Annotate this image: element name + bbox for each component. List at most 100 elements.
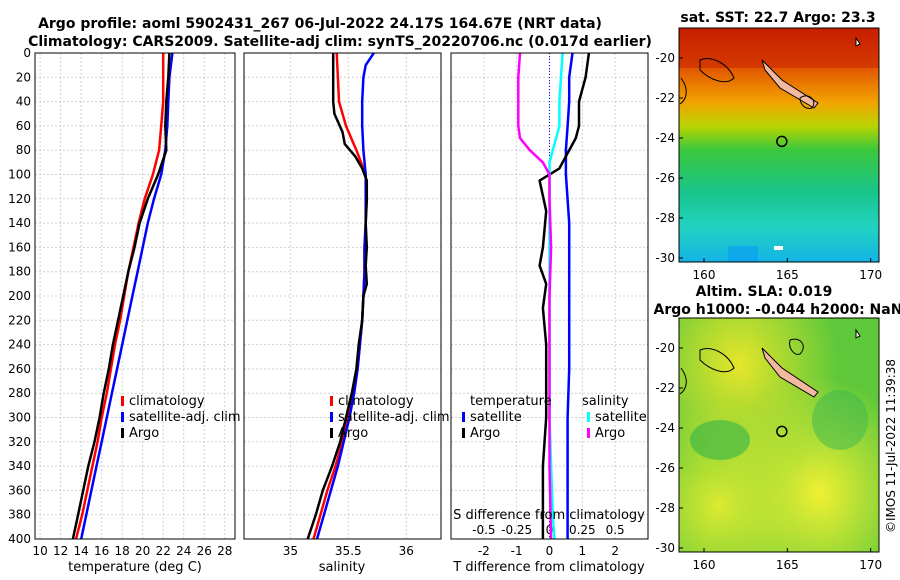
top-x-tick-label: 0.5	[606, 523, 625, 537]
map-x-tick-label: 165	[776, 268, 799, 282]
legend-label-satellite: satellite-adj. clim	[129, 410, 241, 425]
legend-label-satellite: satellite-adj. clim	[338, 410, 450, 425]
series-line	[564, 52, 574, 539]
map-frame	[678, 317, 880, 553]
series-line	[517, 52, 553, 540]
depth-tick-label: 80	[16, 143, 31, 157]
map-y-tick-label: -26	[655, 461, 675, 475]
sla-map-title-2: Argo h1000: -0.044 h2000: NaN	[654, 302, 900, 318]
sla-map-axes: 160 165 170 -20 -22 -24 -26 -28 -30	[655, 317, 882, 572]
depth-tick-label: 100	[8, 168, 31, 182]
map-frame	[678, 27, 880, 263]
legend-label-s-satellite: satellite	[595, 410, 647, 425]
salinity-panel: 35 35.5 36	[243, 52, 442, 558]
sdiff-xlabel: S difference from climatology	[453, 508, 645, 523]
sla-map-field	[679, 318, 879, 552]
map-y-tick-label: -30	[655, 251, 675, 265]
map-y-tick-label: -28	[655, 501, 675, 515]
salinity-legend: climatology satellite-adj. clim Argo	[330, 394, 450, 441]
legend-swatch-s-argo	[587, 428, 590, 438]
map-x-tick-label: 170	[859, 558, 882, 572]
legend-label-climatology: climatology	[129, 394, 205, 409]
depth-axis: 0 20 40 60 80 100 120 140 160 180 200 220 240 260 280 3…	[8, 46, 31, 546]
legend-swatch-t-satellite	[462, 412, 465, 422]
plot-frame	[243, 52, 442, 540]
temperature-legend: climatology satellite-adj. clim Argo	[121, 394, 241, 441]
sst-map-title: sat. SST: 22.7 Argo: 23.3	[680, 10, 875, 26]
x-tick-label: 1	[579, 544, 587, 558]
salinity-xlabel: salinity	[319, 560, 366, 575]
depth-tick-label: 60	[16, 119, 31, 133]
tdiff-xlabel: T difference from climatology	[452, 560, 645, 575]
depth-tick-label: 240	[8, 338, 31, 352]
series-line	[306, 53, 369, 540]
legend-swatch-t-argo	[462, 428, 465, 438]
plot-frame	[450, 52, 649, 540]
depth-tick-label: 180	[8, 265, 31, 279]
x-tick-label: 12	[53, 544, 68, 558]
legend-swatch-s-satellite	[587, 412, 590, 422]
legend-header-salinity: salinity	[582, 394, 629, 409]
map-y-tick-label: -26	[655, 171, 675, 185]
series-line	[315, 52, 375, 540]
x-tick-label: 28	[217, 544, 232, 558]
legend-label-argo: Argo	[129, 426, 159, 441]
x-tick-label: 35.5	[335, 544, 362, 558]
x-tick-label: 14	[74, 544, 89, 558]
map-y-tick-label: -24	[655, 131, 675, 145]
series-line	[71, 52, 171, 540]
depth-tick-label: 120	[8, 192, 31, 206]
x-tick-label: 36	[399, 544, 414, 558]
x-tick-label: 18	[115, 544, 130, 558]
legend-swatch-satellite	[121, 412, 124, 422]
legend-swatch-argo	[330, 428, 333, 438]
legend-label-t-argo: Argo	[470, 426, 500, 441]
map-y-tick-label: -20	[655, 51, 675, 65]
map-x-tick-label: 160	[693, 268, 716, 282]
depth-tick-label: 380	[8, 508, 31, 522]
argo-location-marker	[776, 425, 788, 438]
map-y-tick-label: -30	[655, 541, 675, 555]
legend-label-t-satellite: satellite	[470, 410, 522, 425]
x-tick-label: 10	[32, 544, 47, 558]
depth-tick-label: 340	[8, 459, 31, 473]
x-tick-label: -1	[511, 544, 523, 558]
x-tick-label: 26	[197, 544, 212, 558]
footer-credit: ©IMOS 11-Jul-2022 11:39:38	[884, 359, 898, 533]
difference-legend: temperature salinity satellite Argo sate…	[462, 394, 647, 441]
x-tick-label: 2	[611, 544, 619, 558]
depth-tick-label: 220	[8, 313, 31, 327]
top-x-tick-label: 0.25	[569, 523, 596, 537]
top-x-tick-label: -0.5	[472, 523, 495, 537]
map-x-tick-label: 160	[693, 558, 716, 572]
x-tick-label: 0	[546, 544, 554, 558]
sst-map-axes: 160 165 170 -20 -22 -24 -26 -28 -30	[655, 27, 882, 282]
legend-label-argo: Argo	[338, 426, 368, 441]
depth-tick-label: 320	[8, 435, 31, 449]
plot-frame	[34, 52, 236, 540]
map-y-tick-label: -24	[655, 421, 675, 435]
series-line	[79, 52, 174, 540]
map-x-tick-label: 165	[776, 558, 799, 572]
depth-tick-label: 280	[8, 386, 31, 400]
top-x-tick-label: -0.25	[501, 523, 532, 537]
temperature-panel: 10 12 14 16 18 20 22 24 26 28	[32, 52, 236, 558]
depth-tick-label: 40	[16, 95, 31, 109]
temperature-xlabel: temperature (deg C)	[68, 560, 202, 575]
argo-location-marker	[776, 135, 788, 148]
map-y-tick-label: -20	[655, 341, 675, 355]
legend-swatch-argo	[121, 428, 124, 438]
depth-tick-label: 300	[8, 411, 31, 425]
map-y-tick-label: -22	[655, 91, 675, 105]
map-x-tick-label: 170	[859, 268, 882, 282]
depth-tick-label: 140	[8, 216, 31, 230]
x-tick-label: -2	[478, 544, 490, 558]
depth-tick-label: 260	[8, 362, 31, 376]
depth-tick-label: 0	[23, 46, 31, 60]
legend-label-s-argo: Argo	[595, 426, 625, 441]
x-tick-label: 22	[156, 544, 171, 558]
depth-tick-label: 160	[8, 240, 31, 254]
map-y-tick-label: -22	[655, 381, 675, 395]
legend-swatch-satellite	[330, 412, 333, 422]
